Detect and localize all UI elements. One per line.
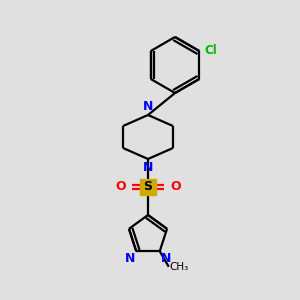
Text: Cl: Cl <box>204 44 217 58</box>
Text: S: S <box>143 181 152 194</box>
Text: N: N <box>143 100 153 113</box>
Text: O: O <box>170 181 181 194</box>
Text: CH₃: CH₃ <box>170 262 189 272</box>
Text: N: N <box>143 161 153 174</box>
Text: N: N <box>125 252 135 265</box>
Text: O: O <box>116 181 126 194</box>
Bar <box>140 179 156 195</box>
Text: N: N <box>161 252 171 265</box>
